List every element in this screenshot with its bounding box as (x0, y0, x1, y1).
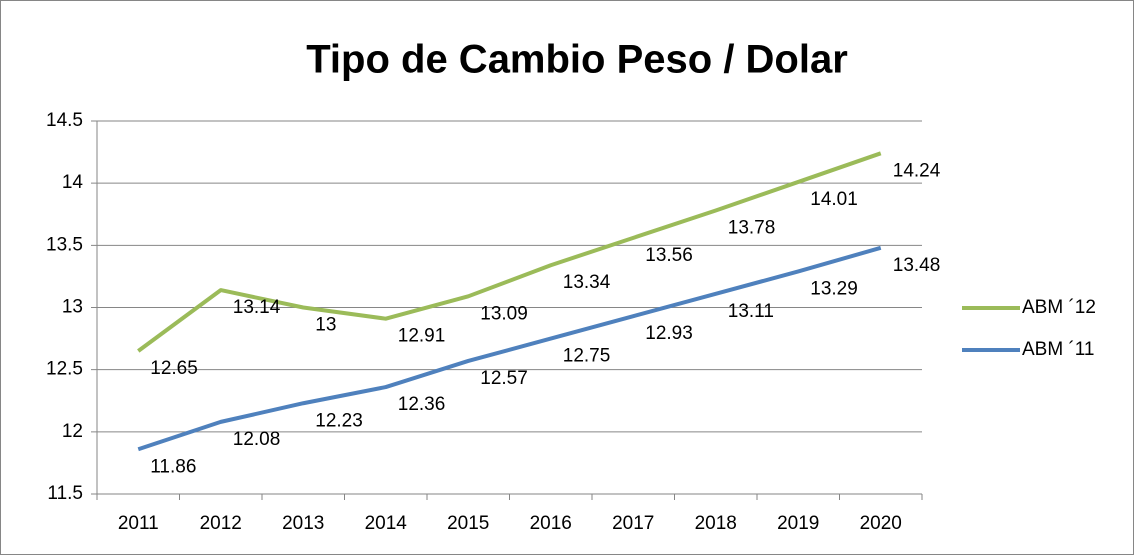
x-tick-label: 2020 (860, 513, 902, 534)
data-label: 11.86 (150, 456, 196, 477)
y-tick-label: 13 (62, 297, 83, 318)
x-tick-label: 2015 (447, 513, 489, 534)
series-line (137, 151, 882, 353)
data-label: 13.09 (480, 303, 528, 324)
data-label: 12.93 (645, 323, 693, 344)
data-label: 13.48 (893, 255, 941, 276)
y-tick-label: 14 (62, 172, 84, 193)
x-tick-label: 2019 (777, 513, 819, 534)
data-label: 13.78 (728, 218, 776, 239)
data-label: 12.65 (150, 358, 198, 379)
data-label: 12.08 (233, 429, 281, 450)
y-tick-label: 11.5 (47, 483, 83, 504)
y-tick-label: 13.5 (46, 234, 83, 255)
data-label: 13 (315, 315, 336, 336)
data-label: 13.11 (728, 301, 774, 322)
x-tick-label: 2014 (365, 513, 408, 534)
data-label: 13.56 (645, 245, 693, 266)
x-tick-label: 2012 (200, 513, 242, 534)
data-label: 12.36 (398, 394, 446, 415)
data-label: 12.57 (480, 368, 528, 389)
data-label: 13.14 (233, 297, 281, 318)
y-tick-label: 12.5 (46, 359, 83, 380)
data-label: 14.01 (810, 189, 858, 210)
data-label: 12.91 (398, 326, 446, 347)
x-tick-label: 2016 (530, 513, 572, 534)
chart-title: Tipo de Cambio Peso / Dolar (306, 38, 848, 82)
x-tick-label: 2011 (118, 513, 159, 534)
x-tick-label: 2013 (282, 513, 324, 534)
data-label: 12.23 (315, 410, 363, 431)
legend-label: ABM ´12 (1022, 297, 1096, 318)
data-label: 12.75 (563, 346, 611, 367)
data-label: 13.29 (810, 278, 858, 299)
x-tick-label: 2017 (612, 513, 654, 534)
data-label: 13.34 (563, 272, 611, 293)
series-line (137, 245, 882, 452)
data-label: 14.24 (893, 160, 941, 181)
y-tick-label: 14.5 (46, 110, 83, 131)
legend-label: ABM ´11 (1022, 339, 1095, 360)
y-tick-label: 12 (62, 421, 83, 442)
x-tick-label: 2018 (695, 513, 737, 534)
